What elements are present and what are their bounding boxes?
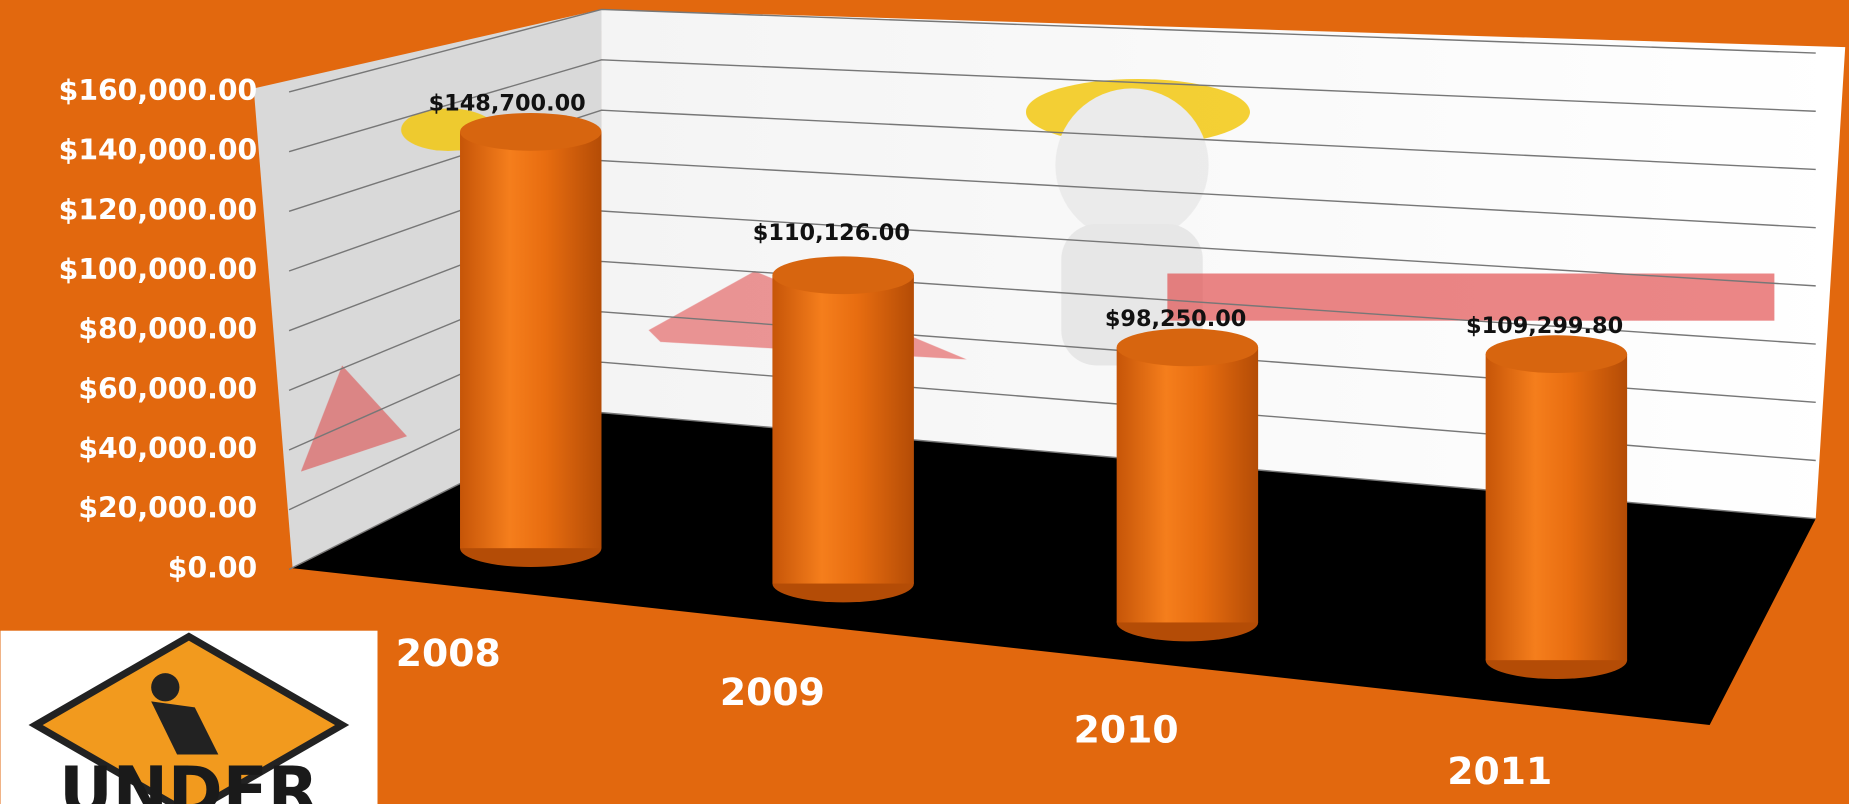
bar-top <box>1116 328 1259 367</box>
logo-text: UNDER <box>59 752 319 804</box>
y-tick-label: $100,000.00 <box>59 253 258 286</box>
y-tick-label: $60,000.00 <box>78 372 257 405</box>
bar <box>1116 347 1259 623</box>
y-tick-label: $120,000.00 <box>59 193 258 226</box>
x-tick-label: 2011 <box>1447 749 1552 793</box>
y-tick-label: $80,000.00 <box>78 313 257 346</box>
grid-line <box>288 8 1816 93</box>
bar <box>460 131 602 549</box>
bar-top <box>1485 335 1628 374</box>
x-tick-label: 2008 <box>396 631 501 675</box>
y-tick-label: $0.00 <box>168 551 257 584</box>
y-tick-label: $140,000.00 <box>59 134 258 167</box>
y-tick-label: $160,000.00 <box>59 74 258 107</box>
data-label: $109,299.80 <box>1466 313 1623 339</box>
logo: UNDER <box>0 630 378 804</box>
grid-line <box>288 59 1816 153</box>
x-tick-label: 2009 <box>720 670 825 714</box>
bar-top <box>460 112 602 151</box>
grid-line <box>288 109 1816 212</box>
data-label: $98,250.00 <box>1105 306 1247 332</box>
data-label: $110,126.00 <box>753 220 910 246</box>
x-tick-label: 2010 <box>1074 708 1179 752</box>
bar-top <box>772 256 914 295</box>
bar <box>1485 354 1628 661</box>
y-tick-label: $40,000.00 <box>78 432 257 465</box>
data-label: $148,700.00 <box>429 91 586 117</box>
bar <box>772 275 914 584</box>
floor <box>292 412 1816 726</box>
y-tick-label: $20,000.00 <box>78 492 257 525</box>
